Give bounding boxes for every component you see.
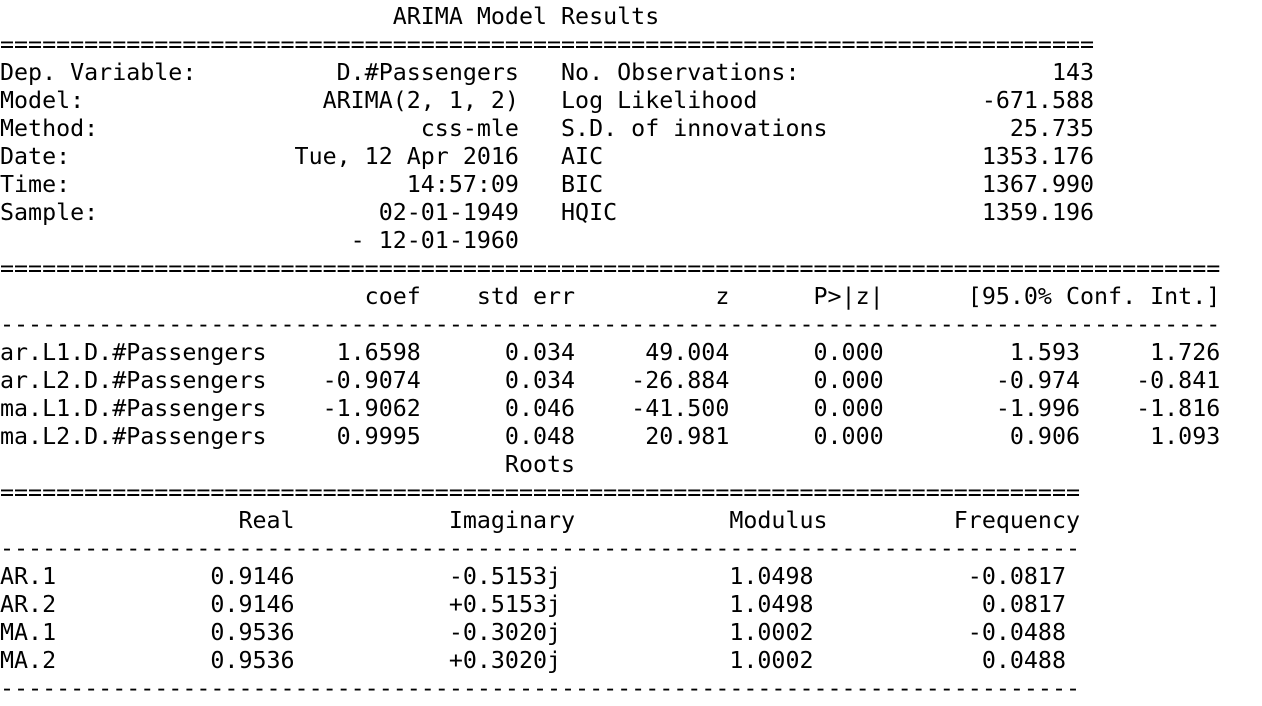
summary-row-dep-variable: Dep. Variable: D.#Passengers No. Observa…: [0, 59, 1095, 86]
roots-row-ma2: MA.2 0.9536 +0.3020j 1.0002 0.0488: [0, 647, 1066, 674]
separator-line: ========================================…: [0, 255, 1221, 282]
summary-row-date: Date: Tue, 12 Apr 2016 AIC 1353.176: [0, 143, 1095, 170]
separator-line: ========================================…: [0, 31, 1095, 58]
summary-row-sample-end: - 12-01-1960: [0, 227, 1095, 254]
separator-line: ========================================…: [0, 479, 1080, 506]
roots-table-header: Real Imaginary Modulus Frequency: [0, 507, 1080, 534]
coef-row-ma-l2: ma.L2.D.#Passengers 0.9995 0.048 20.981 …: [0, 423, 1221, 450]
roots-row-ar2: AR.2 0.9146 +0.5153j 1.0498 0.0817: [0, 591, 1066, 618]
roots-row-ar1: AR.1 0.9146 -0.5153j 1.0498 -0.0817: [0, 563, 1066, 590]
summary-row-sample: Sample: 02-01-1949 HQIC 1359.196: [0, 199, 1095, 226]
roots-title: Roots: [0, 451, 1080, 478]
arima-results-output: ARIMA Model Results ====================…: [0, 3, 1220, 703]
dash-line: ----------------------------------------…: [0, 535, 1080, 562]
roots-row-ma1: MA.1 0.9536 -0.3020j 1.0002 -0.0488: [0, 619, 1066, 646]
summary-row-model: Model: ARIMA(2, 1, 2) Log Likelihood -67…: [0, 87, 1095, 114]
coef-row-ar-l2: ar.L2.D.#Passengers -0.9074 0.034 -26.88…: [0, 367, 1221, 394]
dash-line: ----------------------------------------…: [0, 675, 1080, 702]
summary-row-time: Time: 14:57:09 BIC 1367.990: [0, 171, 1095, 198]
coef-row-ma-l1: ma.L1.D.#Passengers -1.9062 0.046 -41.50…: [0, 395, 1221, 422]
summary-row-method: Method: css-mle S.D. of innovations 25.7…: [0, 115, 1095, 142]
coef-table-header: coef std err z P>|z| [95.0% Conf. Int.]: [0, 283, 1221, 310]
dash-line: ----------------------------------------…: [0, 311, 1221, 338]
title-line: ARIMA Model Results: [0, 3, 1080, 30]
coef-row-ar-l1: ar.L1.D.#Passengers 1.6598 0.034 49.004 …: [0, 339, 1221, 366]
